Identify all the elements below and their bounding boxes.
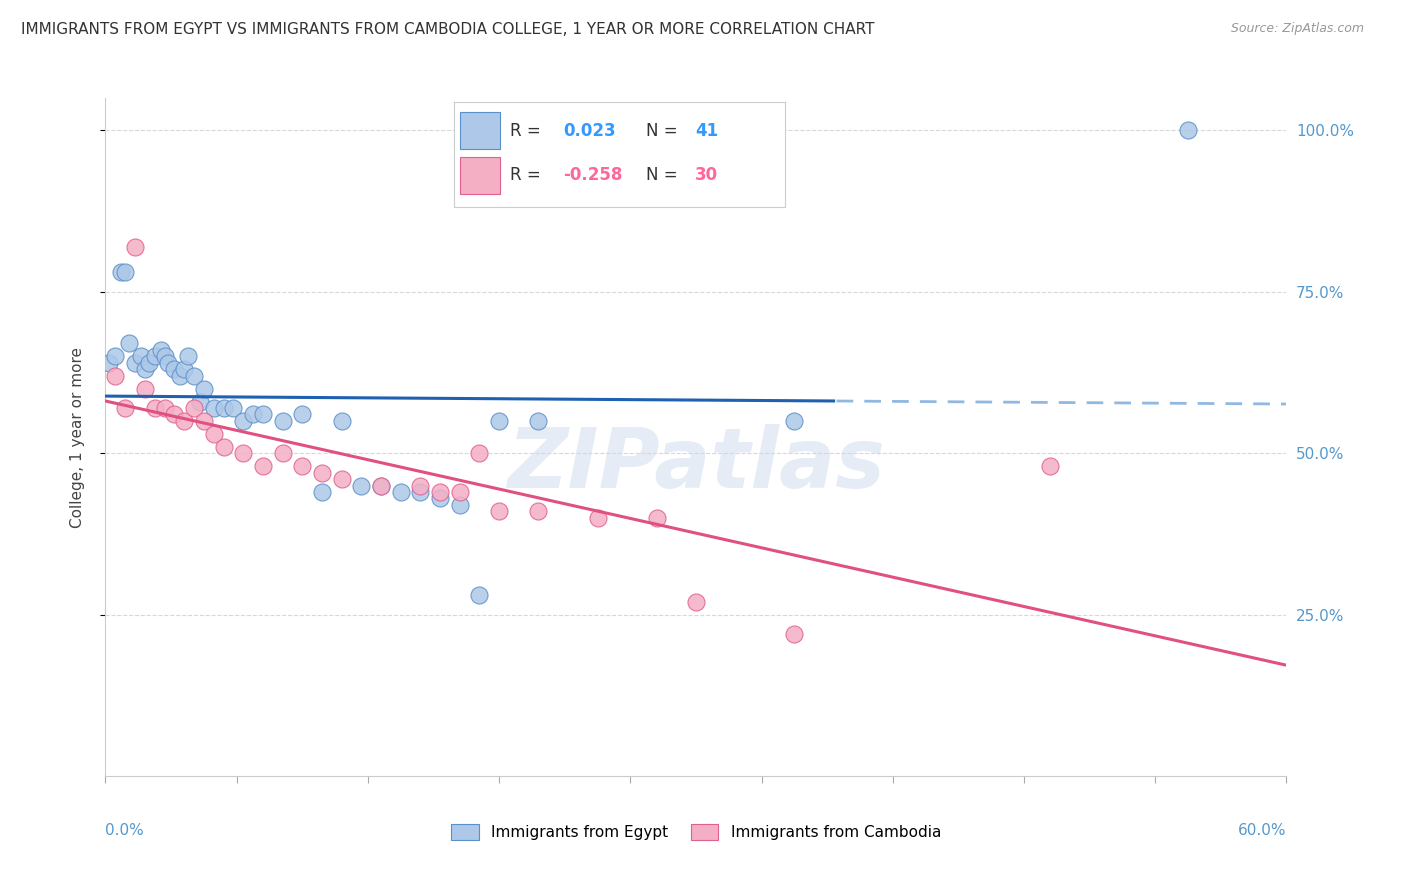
Point — [449, 498, 471, 512]
Point — [149, 343, 172, 357]
Point — [157, 356, 180, 370]
Point — [370, 478, 392, 492]
Point — [527, 414, 550, 428]
Point — [143, 350, 166, 364]
Point — [114, 265, 136, 279]
Point — [291, 459, 314, 474]
Text: 60.0%: 60.0% — [1239, 823, 1286, 838]
Point — [488, 504, 510, 518]
Point — [685, 595, 707, 609]
Point — [163, 362, 186, 376]
Point — [169, 368, 191, 383]
Point — [202, 426, 225, 441]
Point — [409, 485, 432, 500]
Point — [1177, 123, 1199, 137]
Point — [429, 485, 451, 500]
Point — [468, 588, 491, 602]
Point — [311, 485, 333, 500]
Point — [311, 466, 333, 480]
Legend: Immigrants from Egypt, Immigrants from Cambodia: Immigrants from Egypt, Immigrants from C… — [444, 818, 948, 847]
Point — [252, 459, 274, 474]
Point — [134, 382, 156, 396]
Point — [252, 408, 274, 422]
Point — [409, 478, 432, 492]
Point — [202, 401, 225, 415]
Point — [183, 368, 205, 383]
Point — [153, 350, 176, 364]
Point — [330, 414, 353, 428]
Point — [586, 510, 609, 524]
Y-axis label: College, 1 year or more: College, 1 year or more — [70, 347, 84, 527]
Point — [163, 408, 186, 422]
Point — [449, 485, 471, 500]
Point — [232, 446, 254, 460]
Point — [645, 510, 668, 524]
Point — [153, 401, 176, 415]
Point — [114, 401, 136, 415]
Point — [232, 414, 254, 428]
Point — [143, 401, 166, 415]
Point — [173, 362, 195, 376]
Point — [291, 408, 314, 422]
Point — [783, 627, 806, 641]
Point — [183, 401, 205, 415]
Point — [138, 356, 160, 370]
Point — [104, 368, 127, 383]
Point — [212, 440, 235, 454]
Point — [527, 504, 550, 518]
Point — [429, 491, 451, 506]
Point — [370, 478, 392, 492]
Text: Source: ZipAtlas.com: Source: ZipAtlas.com — [1230, 22, 1364, 36]
Point — [173, 414, 195, 428]
Point — [350, 478, 373, 492]
Point — [193, 414, 215, 428]
Point — [330, 472, 353, 486]
Point — [222, 401, 245, 415]
Point — [177, 350, 200, 364]
Point — [188, 394, 211, 409]
Point — [271, 414, 294, 428]
Point — [212, 401, 235, 415]
Text: ZIPatlas: ZIPatlas — [508, 424, 884, 505]
Text: IMMIGRANTS FROM EGYPT VS IMMIGRANTS FROM CAMBODIA COLLEGE, 1 YEAR OR MORE CORREL: IMMIGRANTS FROM EGYPT VS IMMIGRANTS FROM… — [21, 22, 875, 37]
Text: 0.0%: 0.0% — [105, 823, 145, 838]
Point — [118, 336, 141, 351]
Point — [104, 350, 127, 364]
Point — [468, 446, 491, 460]
Point — [242, 408, 264, 422]
Point — [389, 485, 412, 500]
Point — [1039, 459, 1062, 474]
Point — [783, 414, 806, 428]
Point — [124, 356, 146, 370]
Point — [271, 446, 294, 460]
Point — [129, 350, 152, 364]
Point — [110, 265, 132, 279]
Point — [98, 356, 121, 370]
Point — [134, 362, 156, 376]
Point — [488, 414, 510, 428]
Point — [124, 239, 146, 253]
Point — [193, 382, 215, 396]
